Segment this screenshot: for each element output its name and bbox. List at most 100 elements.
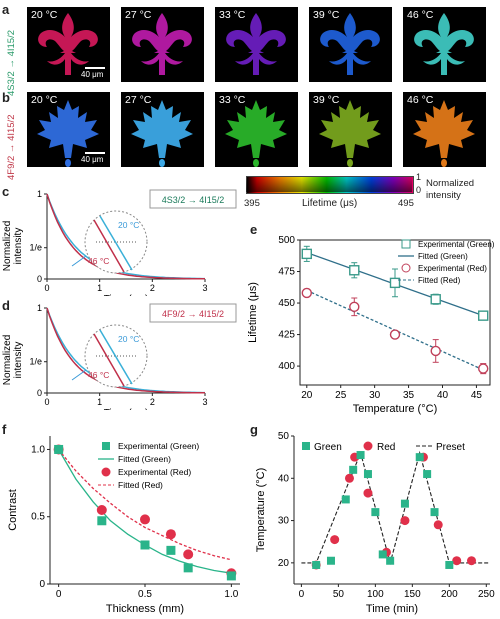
- transition-box-label: 4S3/2 → 4I15/2: [162, 195, 225, 205]
- point-green: [478, 310, 489, 321]
- scale-bar-label: 40 μm: [81, 70, 104, 79]
- point-green: [371, 508, 380, 517]
- panel_a-shape: [226, 13, 286, 75]
- point-green: [166, 545, 176, 555]
- point-red: [400, 516, 410, 526]
- y-tick-label: 500: [278, 235, 295, 246]
- x-tick-label: 1: [97, 397, 102, 407]
- inset-pointer: [71, 369, 87, 381]
- panel_b-image-tile: 20 °C 40 μm: [27, 92, 110, 167]
- x-tick-label: 40: [437, 390, 449, 401]
- panel-f-contrast-plot: 0 0.5 1.0 0 0.5 1.0 Thickness (mm) Contrast Expe…: [7, 436, 240, 615]
- point-green: [140, 540, 150, 550]
- panel_b-temperature-label: 46 °C: [407, 94, 434, 106]
- y-tick-label: 475: [278, 267, 295, 278]
- y-tick-label: 20: [278, 558, 290, 569]
- point-red: [96, 505, 107, 515]
- y-axis-title: Temperature (°C): [255, 468, 267, 552]
- panel_b-shape-image: [413, 100, 475, 167]
- panel_a-shape: [414, 13, 474, 75]
- point-green: [97, 516, 107, 526]
- point-green: [430, 294, 441, 305]
- panel-c-letter: c: [2, 184, 10, 199]
- x-tick-label: 100: [367, 589, 384, 600]
- panel_a-image-tile: 46 °C: [403, 7, 486, 82]
- x-tick-label: 0: [44, 397, 49, 407]
- x-tick-label: 0: [44, 283, 49, 293]
- transition-box: [149, 303, 237, 323]
- panel-a-transition-label: 4S3/2 → 4I15/2: [6, 29, 17, 96]
- point-green: [349, 465, 358, 474]
- panel_b-temperature-label: 20 °C: [31, 94, 58, 106]
- inset-label-20C: 20 °C: [118, 220, 139, 230]
- point-green: [226, 571, 236, 581]
- y-tick-label: 40: [278, 473, 290, 484]
- x-tick-label: 2: [150, 283, 155, 293]
- legend-marker-exp-red: [401, 263, 411, 273]
- legend-label-preset: Preset: [436, 442, 465, 453]
- point-red: [433, 520, 443, 530]
- point-red: [330, 535, 340, 545]
- panel_a-image-tile: 33 °C: [215, 7, 298, 82]
- y-axis-title: Lifetime (μs): [247, 282, 259, 343]
- x-tick-label: 250: [478, 589, 495, 600]
- panel_a-image-tile: 20 °C 40 μm: [27, 7, 110, 82]
- panel_b-dot: [441, 159, 447, 167]
- x-axis-title: Time (ms): [104, 408, 149, 410]
- x-tick-label: 200: [441, 589, 458, 600]
- point-green: [363, 470, 372, 479]
- panel-b-letter: b: [2, 90, 10, 105]
- point-red: [478, 363, 489, 374]
- point-red: [165, 529, 176, 540]
- colorbar-white-overlay: [246, 176, 412, 192]
- colorbar-max-label: 495: [398, 198, 414, 209]
- legend-label: Fitted (Red): [118, 480, 163, 490]
- preset-line: [301, 450, 490, 566]
- panel_a-temperature-label: 46 °C: [407, 9, 434, 21]
- x-tick-label: 2: [150, 397, 155, 407]
- y-axis-title: Normalized: [2, 221, 13, 272]
- point-red: [363, 488, 373, 498]
- point-green: [423, 470, 432, 479]
- decay-curve-46C: [46, 307, 205, 394]
- x-tick-label: 0: [299, 589, 305, 600]
- panel_b-image-tile: 27 °C: [121, 92, 204, 167]
- y-tick-label: 50: [278, 431, 290, 442]
- lifetime-colorbar: 395 Lifetime (μs) 495 1 0 Normalized int…: [244, 172, 496, 216]
- point-green: [356, 451, 365, 460]
- panel_b-shape-image: [37, 100, 99, 167]
- fit-line-red: [58, 449, 232, 561]
- inset-pointer: [71, 255, 87, 267]
- colorbar-min-label: 395: [244, 198, 260, 209]
- x-tick-label: 150: [404, 589, 421, 600]
- panel-d-letter: d: [2, 298, 10, 313]
- y-tick-label: 0.5: [31, 512, 45, 523]
- point-green: [386, 556, 395, 565]
- scale-bar: [85, 67, 105, 69]
- panel_b-image-tile: 33 °C: [215, 92, 298, 167]
- panel_a-shape-image: [320, 13, 380, 75]
- x-tick-label: 3: [202, 283, 207, 293]
- panel_b-image-tile: 39 °C: [309, 92, 392, 167]
- y-tick-label: 1.0: [31, 444, 45, 455]
- panel_a-shape-image: [38, 13, 98, 75]
- legend-marker-exp-red: [101, 467, 111, 477]
- legend-label: Experimental (Red): [418, 264, 487, 273]
- panel_b-dot: [253, 159, 259, 167]
- panel_b-image-tile: 46 °C: [403, 92, 486, 167]
- legend-label: Fitted (Green): [118, 454, 171, 464]
- point-red: [344, 473, 354, 483]
- point-green: [349, 265, 360, 276]
- x-tick-label: 50: [333, 589, 345, 600]
- point-red: [301, 287, 312, 299]
- colorbar-top-label: 1: [416, 172, 422, 182]
- y-axis-title: Normalized: [2, 335, 13, 386]
- x-tick-label: 0: [56, 589, 62, 600]
- colorbar-intensity-label: intensity: [426, 190, 461, 201]
- panel_b-shape: [225, 100, 287, 158]
- scale-bar: [85, 152, 105, 154]
- panel_a-shape-image: [132, 13, 192, 75]
- legend-marker-green: [302, 442, 310, 450]
- legend-marker-red: [363, 441, 373, 451]
